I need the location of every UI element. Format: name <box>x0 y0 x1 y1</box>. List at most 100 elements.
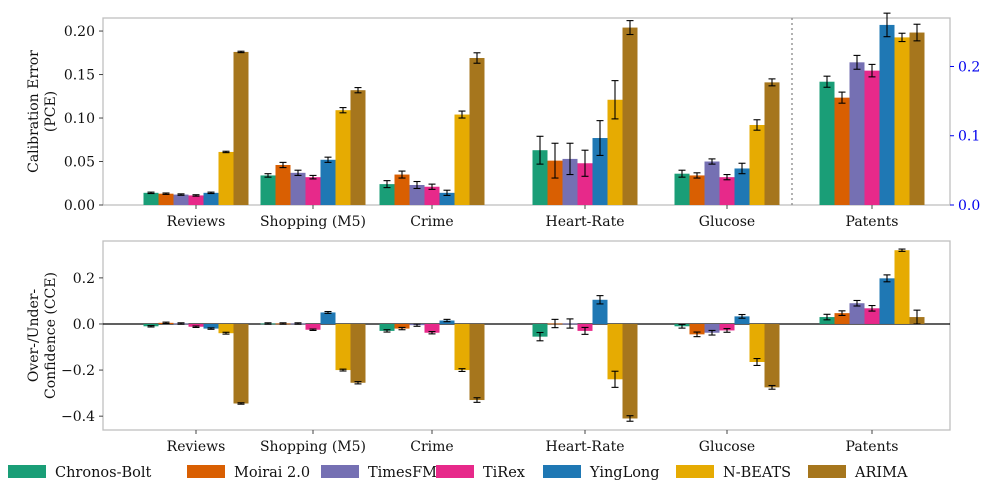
x-tick-label: Crime <box>410 439 453 455</box>
legend-swatch <box>543 465 581 478</box>
bar-chronos-bolt <box>143 192 159 205</box>
bar-timesfm <box>290 172 306 205</box>
bar-arima <box>233 51 249 205</box>
bar-yinglong <box>203 323 219 329</box>
bar-moirai-2-0 <box>547 160 563 205</box>
legend-swatch <box>676 465 714 478</box>
bar-tirex <box>188 195 204 205</box>
bar-yinglong <box>320 312 336 324</box>
bar-moirai-2-0 <box>394 174 410 205</box>
bar-arima <box>764 82 780 205</box>
bar-yinglong <box>592 138 608 205</box>
legend-label: YingLong <box>589 465 660 481</box>
bar-yinglong <box>592 299 608 324</box>
legend-label: TimesFM <box>368 465 437 481</box>
x-tick-label: Shopping (M5) <box>260 214 366 230</box>
bar-yinglong <box>734 316 750 324</box>
bar-arima <box>350 90 366 205</box>
bar-chronos-bolt <box>532 150 548 205</box>
bar-n-beats <box>335 110 351 205</box>
bar-arima <box>622 27 638 205</box>
bar-arima <box>350 323 366 383</box>
bar-tirex <box>577 163 593 205</box>
bar-chronos-bolt <box>819 317 835 324</box>
x-tick-label: Crime <box>410 214 453 230</box>
bar-arima <box>469 323 485 401</box>
y-tick-label: 0.2 <box>73 271 95 287</box>
bar-moirai-2-0 <box>394 323 410 329</box>
bar-tirex <box>424 323 440 333</box>
bar-timesfm <box>173 194 189 205</box>
bar-yinglong <box>439 192 455 205</box>
bar-moirai-2-0 <box>275 164 291 205</box>
y-tick-label: 0.0 <box>73 317 95 333</box>
bar-tirex <box>864 308 880 324</box>
x-tick-label: Patents <box>846 214 899 230</box>
y2-tick-label: 0.0 <box>958 198 980 214</box>
bar-moirai-2-0 <box>834 313 850 324</box>
y-axis-label: Over-/Under- <box>26 289 42 383</box>
bar-tirex <box>305 323 321 330</box>
x-tick-label: Reviews <box>167 439 226 455</box>
bar-arima <box>622 323 638 419</box>
legend-label: Moirai 2.0 <box>234 465 310 481</box>
bar-n-beats <box>894 250 910 324</box>
x-tick-label: Reviews <box>167 214 226 230</box>
bar-chronos-bolt <box>260 175 276 205</box>
x-tick-label: Glucose <box>699 439 755 455</box>
bar-timesfm <box>849 62 865 205</box>
y-tick-label: 0.15 <box>64 68 95 84</box>
y2-tick-label: 0.2 <box>958 59 980 75</box>
x-tick-label: Shopping (M5) <box>260 439 366 455</box>
bar-moirai-2-0 <box>158 193 174 205</box>
y-tick-label: 0.10 <box>64 111 95 127</box>
y-axis-label: (PCE) <box>43 91 59 132</box>
bar-arima <box>233 323 249 404</box>
x-tick-label: Heart-Rate <box>545 439 624 455</box>
bar-yinglong <box>439 320 455 324</box>
bar-chronos-bolt <box>379 323 395 331</box>
y2-tick-label: 0.1 <box>958 129 980 145</box>
legend-swatch <box>187 465 225 478</box>
bar-n-beats <box>894 37 910 205</box>
legend-swatch <box>808 465 846 478</box>
bar-arima <box>764 323 780 388</box>
bar-yinglong <box>320 159 336 205</box>
bar-tirex <box>719 323 735 331</box>
bar-chronos-bolt <box>379 184 395 205</box>
legend-swatch <box>8 465 46 478</box>
y-tick-label: 0.00 <box>64 198 95 214</box>
bar-timesfm <box>409 184 425 205</box>
bar-n-beats <box>218 151 234 205</box>
x-tick-label: Heart-Rate <box>545 214 624 230</box>
legend-label: TiRex <box>483 465 525 481</box>
bar-yinglong <box>879 278 895 324</box>
bar-timesfm <box>562 158 578 205</box>
bar-n-beats <box>454 323 470 371</box>
x-tick-label: Patents <box>846 439 899 455</box>
plot-frame-1 <box>102 240 951 431</box>
bar-n-beats <box>749 323 765 363</box>
x-tick-label: Glucose <box>699 214 755 230</box>
bar-timesfm <box>849 303 865 324</box>
bar-arima <box>909 32 925 205</box>
bar-n-beats <box>218 323 234 334</box>
bar-chronos-bolt <box>819 81 835 205</box>
y-axis-label: Confidence (CCE) <box>43 272 59 399</box>
bar-chronos-bolt <box>532 323 548 337</box>
bar-n-beats <box>749 124 765 205</box>
bar-moirai-2-0 <box>834 97 850 205</box>
y-tick-label: −0.2 <box>61 363 95 379</box>
y-tick-label: −0.4 <box>61 409 95 425</box>
bar-chronos-bolt <box>674 173 690 205</box>
y-axis-label: Calibration Error <box>26 50 42 173</box>
legend-swatch <box>321 465 359 478</box>
bar-tirex <box>424 186 440 205</box>
plot-frame-0 <box>102 17 951 206</box>
y-tick-label: 0.05 <box>64 155 95 171</box>
bar-n-beats <box>335 323 351 371</box>
bar-arima <box>469 58 485 205</box>
bar-yinglong <box>203 192 219 205</box>
bar-tirex <box>305 177 321 205</box>
